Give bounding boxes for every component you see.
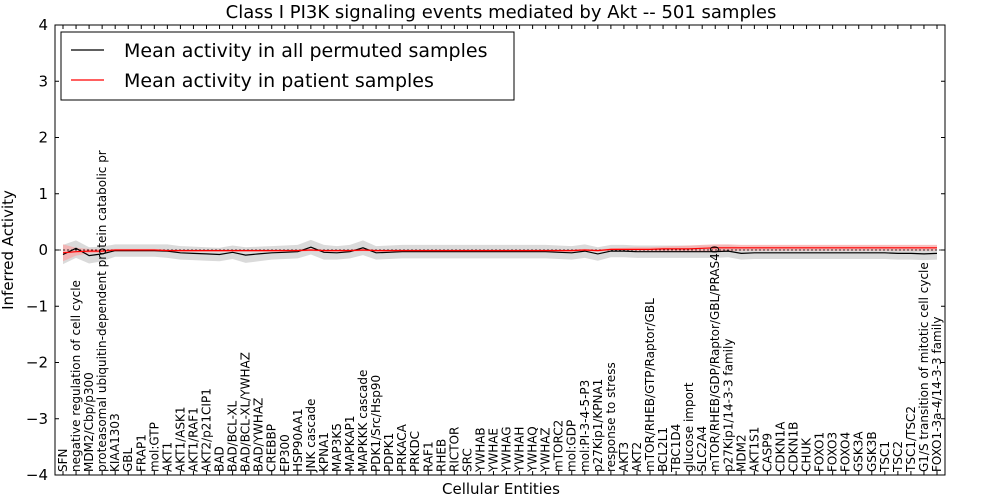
x-tick-label: glucose import [682,382,696,472]
line-patient [62,247,937,254]
x-tick-label: AKT1S1 [747,427,761,472]
x-tick-label: HSP90AA1 [291,408,305,472]
y-tick-label: 4 [38,16,48,34]
y-tick-label: 0 [38,241,48,259]
x-tick-label: CREBBP [265,424,279,472]
x-tick-label: PRKACA [395,423,409,472]
x-tick-label: KPNA1 [317,432,331,472]
x-tick-label: negative regulation of cell cycle [69,280,83,472]
x-tick-label: EP300 [278,434,292,472]
x-tick-label: BAD/BCL-XL [226,400,240,472]
x-tick-label: CDKN1B [787,422,801,472]
x-tick-label: MAPKKK cascade [356,370,370,472]
x-tick-label: MDM2 [734,434,748,472]
x-tick-label: TBC1D4 [669,424,683,473]
x-tick-label: response to stress [604,362,618,472]
x-tick-label: YWHAG [500,426,514,473]
y-axis: −4 −3 −2 −1 0 1 2 3 4 [26,16,945,484]
x-tick-label: PDPK1 [382,433,396,472]
x-tick-label: YWHAH [513,427,527,473]
x-tick-label: FOXO4 [839,432,853,472]
x-tick-label: YWHAQ [526,426,540,473]
x-tick-label: JNK cascade [304,399,318,473]
x-tick-label: GSK3B [865,431,879,472]
x-tick-label: proteasomal ubiquitin-dependent protein … [95,150,109,472]
y-tick-label: −1 [26,297,48,315]
x-tick-label: MAPKAP1 [343,415,357,472]
x-tick-label: TSC2 [891,441,905,473]
x-tick-label: SLC2A4 [695,426,709,472]
y-axis-label: Inferred Activity [0,190,17,310]
x-tick-label: FOXO3 [826,432,840,472]
x-tick-label: CHUK [800,437,814,472]
x-tick-label: BCL2L1 [656,427,670,472]
x-tick-label: AKT2/p21CIP1 [200,388,214,472]
x-tick-label: FRAP1 [134,434,148,472]
x-tick-label: p27Kip1/14-3-3 family [721,339,735,472]
x-tick-label: GSK3A [852,431,866,472]
x-tick-label: KIAA1303 [108,413,122,472]
x-tick-label: CASP9 [760,433,774,472]
x-tick-label: GBL [121,447,135,472]
legend-label-patient: Mean activity in patient samples [124,70,434,92]
x-tick-label: mTOR/RHEB/GDP/Raptor/GBL/PRAS40 [708,246,722,472]
x-tick-label: AKT3 [617,442,631,472]
x-tick-label: AKT1 [160,442,174,472]
x-tick-label: G1/S transition of mitotic cell cycle [917,262,931,472]
x-tick-label: RHEB [434,439,448,472]
y-tick-label: 3 [38,72,48,90]
y-tick-label: 1 [38,185,48,203]
x-tick-label: YWHAZ [539,427,553,473]
legend: Mean activity in all permuted samples Me… [60,31,515,101]
x-tick-label: FOXO1-3a-4/14-3-3 family [930,317,944,473]
y-tick-label: 2 [38,129,48,147]
x-tick-label: RICTOR [447,427,461,472]
x-tick-label: CDKN1A [774,421,788,472]
x-tick-label: YWHAB [473,427,487,473]
x-tick-label: MDM2/Cbp/p300 [82,372,96,472]
x-tick-label: PDK1/Src/Hsp90 [369,375,383,472]
chart-title: Class I PI3K signaling events mediated b… [226,2,777,23]
x-axis: SFN negative regulation of cell cycle MDM2… [56,25,944,475]
y-tick-label: −2 [26,354,48,372]
x-tick-label: mol:GTP [147,422,161,472]
x-tick-label: BAD/YWHAZ [252,398,266,472]
x-tick-label: p27Kip1/KPNA1 [591,379,605,472]
x-tick-label: SFN [56,449,70,473]
x-tick-label: MAP3K5 [330,423,344,472]
x-tick-label: AKT1/RAF1 [186,407,200,472]
series-lines [62,246,938,257]
legend-box [60,31,515,101]
x-tick-label: YWHAE [487,428,501,473]
x-tick-label: AKT2 [630,442,644,472]
x-tick-label: SRC [460,448,474,472]
x-tick-label: mTOR/RHEB/GTP/Raptor/GBL [643,298,657,472]
y-tick-label: −4 [26,466,48,484]
x-tick-label: TSC1/TSC2 [904,406,918,473]
y-tick-label: −3 [26,410,48,428]
band-patient [63,244,937,262]
x-tick-label: FOXO1 [813,432,827,472]
x-tick-label: mol:GDP [565,420,579,472]
x-tick-label: TSC1 [878,441,892,473]
line-permuted [62,246,938,257]
x-tick-label: AKT1/ASK1 [173,407,187,472]
legend-label-permuted: Mean activity in all permuted samples [124,40,487,62]
x-tick-label: BAD/BCL-XL/YWHAZ [239,352,253,472]
x-axis-label: Cellular Entities [442,480,560,498]
x-tick-label: PRKDC [408,431,422,472]
x-tick-label: mTORC2 [552,420,566,472]
x-tick-label: BAD [213,446,227,472]
x-tick-label: RAF1 [421,441,435,472]
x-tick-label: mol:PI-3-4-5-P3 [578,380,592,472]
